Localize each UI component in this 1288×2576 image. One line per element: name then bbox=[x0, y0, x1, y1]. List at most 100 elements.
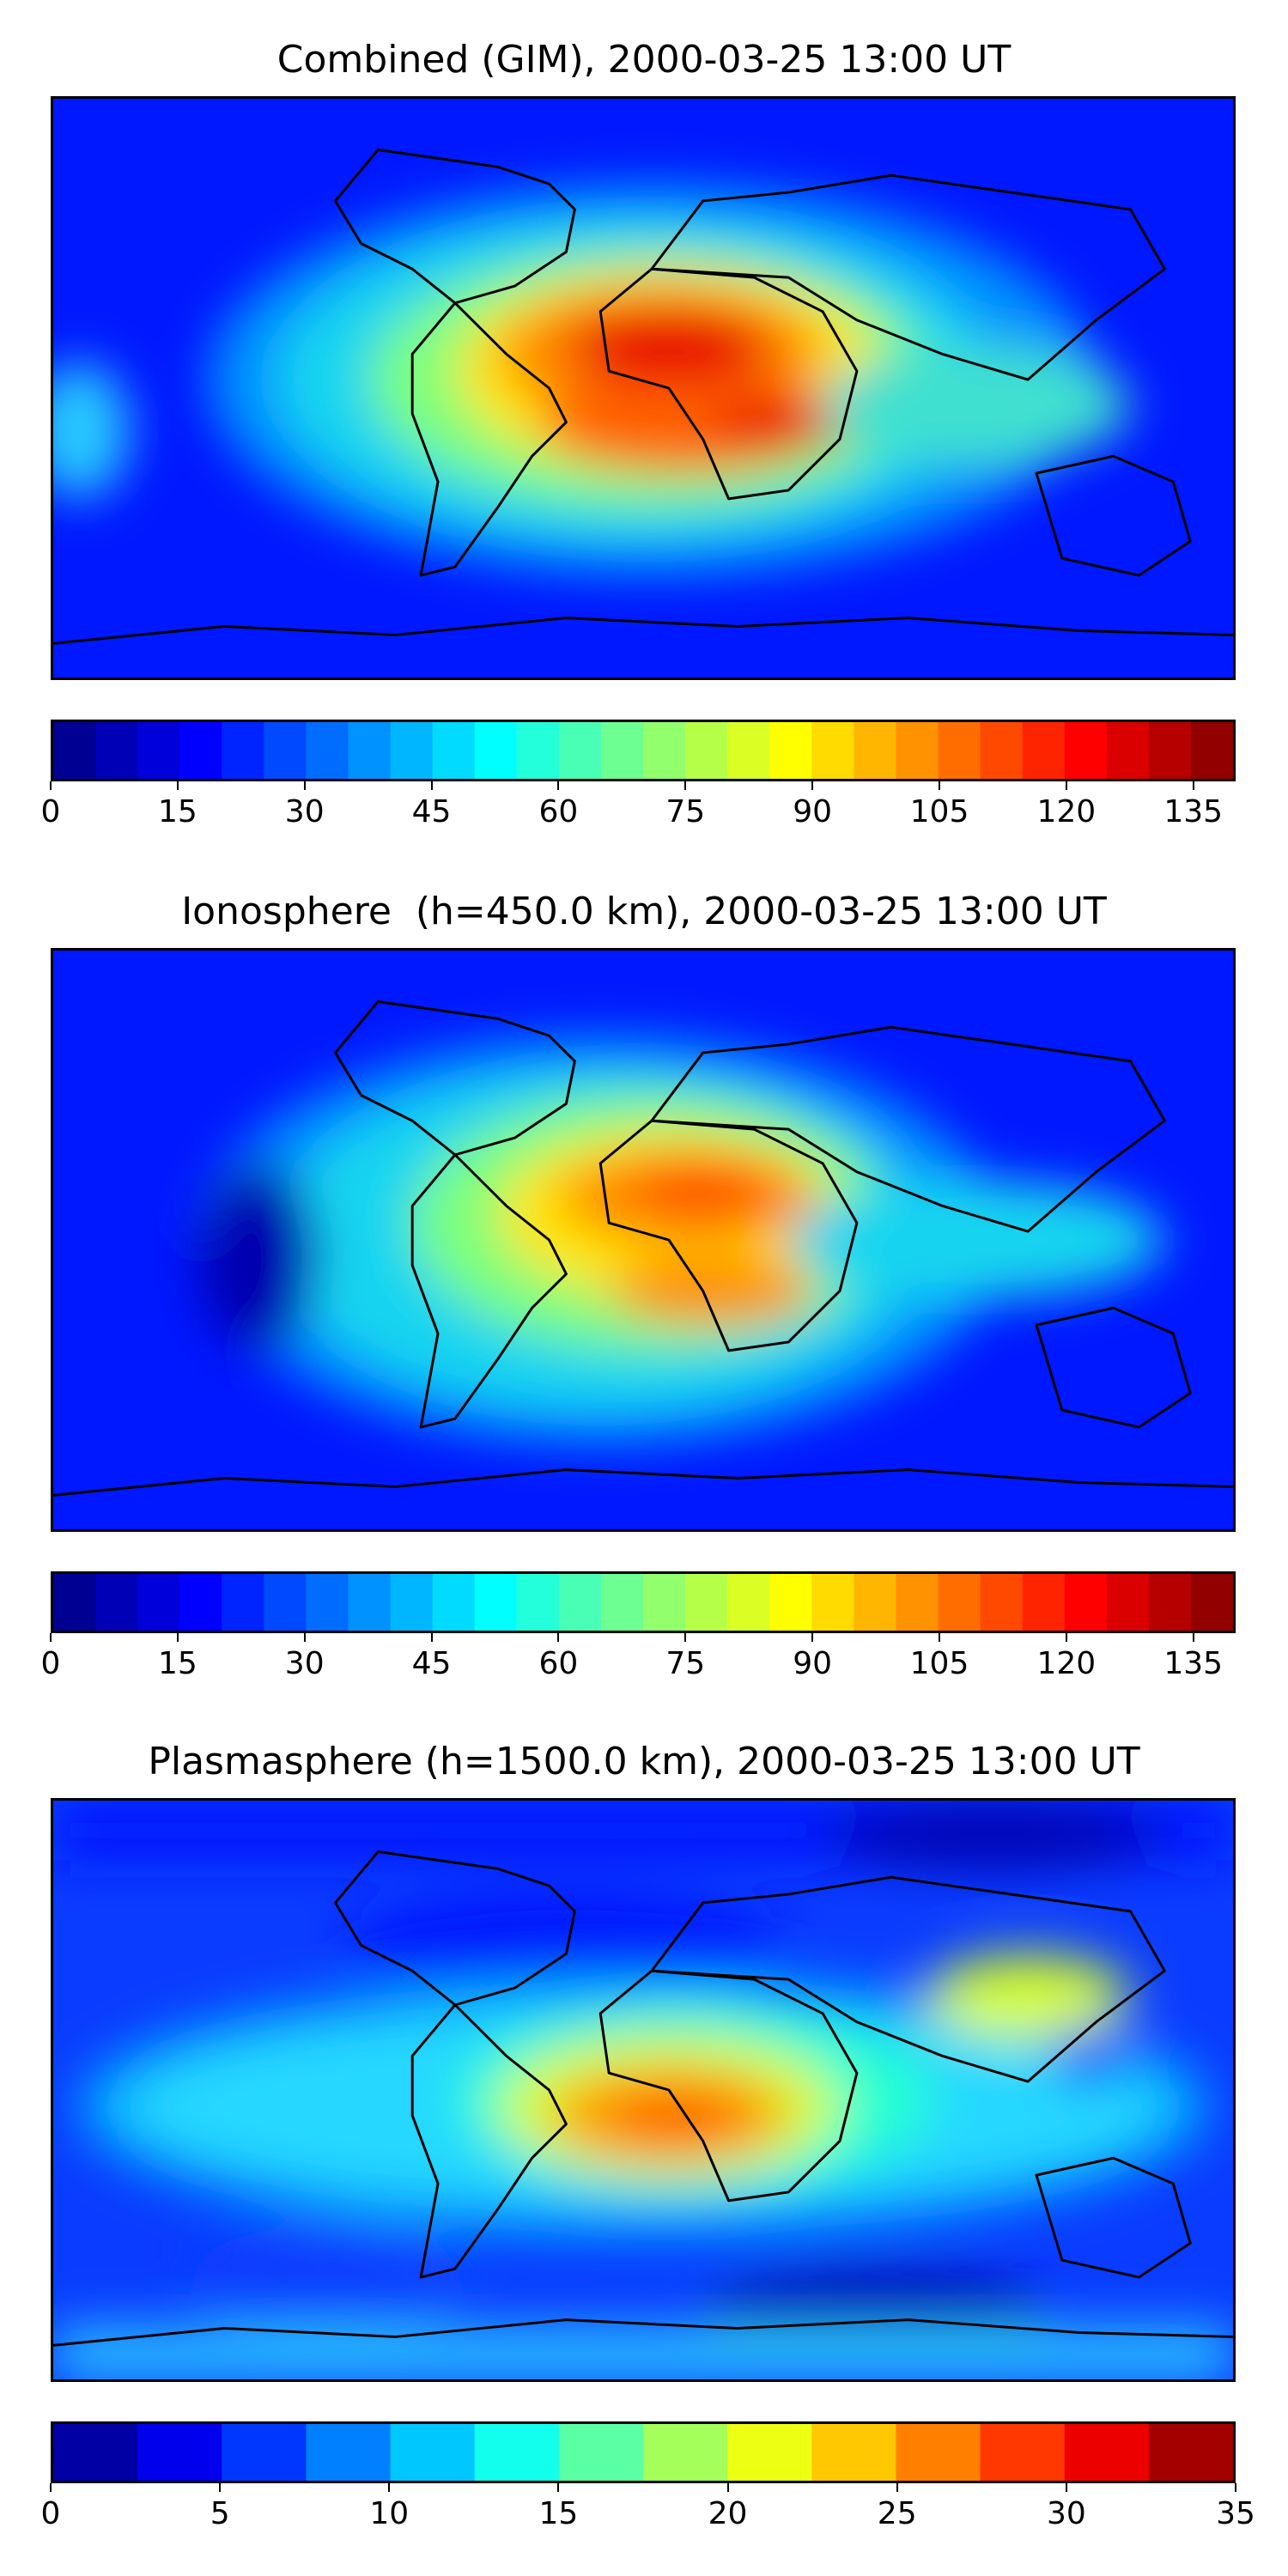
colorbar-segment bbox=[432, 1574, 476, 1631]
colorbar-segment bbox=[727, 722, 770, 779]
colorbar-segment bbox=[1022, 1574, 1066, 1631]
colorbar-segment bbox=[1064, 2424, 1150, 2481]
panel-2-title: Ionosphere (h=450.0 km), 2000-03-25 13:0… bbox=[181, 890, 1107, 933]
colorbar-segment bbox=[516, 1574, 560, 1631]
colorbar-tick-label: 15 bbox=[157, 794, 197, 829]
colorbar-segment bbox=[600, 1574, 644, 1631]
colorbar-segment bbox=[896, 1574, 939, 1631]
colorbar-tick-label: 60 bbox=[538, 1646, 579, 1681]
colorbar-segment bbox=[264, 722, 307, 779]
colorbar-tick-label: 0 bbox=[40, 794, 61, 829]
colorbar-tick bbox=[1065, 1633, 1067, 1642]
colorbar-segment bbox=[179, 722, 222, 779]
colorbar-tick-label: 75 bbox=[665, 794, 706, 829]
colorbar-tick-label: 120 bbox=[1036, 794, 1097, 829]
colorbar-segment bbox=[980, 1574, 1024, 1631]
colorbar-tick-label: 90 bbox=[793, 794, 833, 829]
colorbar-segment bbox=[600, 722, 644, 779]
colorbar-segment bbox=[558, 2424, 644, 2481]
colorbar-segment bbox=[222, 2424, 307, 2481]
panel-3-colorbar bbox=[51, 2421, 1236, 2483]
colorbar-tick bbox=[1192, 1633, 1194, 1642]
colorbar-segment bbox=[1064, 1574, 1108, 1631]
colorbar-tick bbox=[430, 781, 433, 790]
colorbar-segment bbox=[306, 1574, 349, 1631]
colorbar-segment bbox=[1106, 1574, 1150, 1631]
colorbar-segment bbox=[896, 722, 939, 779]
colorbar-tick bbox=[557, 2483, 560, 2492]
colorbar-tick bbox=[557, 781, 560, 790]
colorbar-tick-label: 60 bbox=[538, 794, 579, 829]
colorbar-segment bbox=[980, 722, 1024, 779]
colorbar-segment bbox=[685, 1574, 728, 1631]
colorbar-segment bbox=[1022, 722, 1066, 779]
colorbar-tick bbox=[939, 1633, 940, 1642]
colorbar-tick-label: 105 bbox=[909, 794, 969, 829]
colorbar-segment bbox=[306, 2424, 392, 2481]
colorbar-tick-label: 15 bbox=[538, 2496, 579, 2531]
colorbar-tick bbox=[557, 1633, 560, 1642]
colorbar-tick bbox=[50, 1633, 52, 1642]
colorbar-segment bbox=[137, 2424, 222, 2481]
colorbar-segment bbox=[222, 722, 264, 779]
colorbar-segment bbox=[938, 1574, 981, 1631]
colorbar-tick-label: 105 bbox=[909, 1646, 969, 1681]
colorbar-tick bbox=[430, 1633, 433, 1642]
colorbar-segment bbox=[348, 1574, 392, 1631]
colorbar-tick bbox=[50, 2483, 52, 2492]
colorbar-segment bbox=[474, 722, 518, 779]
panel-3-title: Plasmasphere (h=1500.0 km), 2000-03-25 1… bbox=[148, 1740, 1140, 1783]
colorbar-segment bbox=[1064, 722, 1108, 779]
colorbar-segment bbox=[53, 1574, 96, 1631]
colorbar-segment bbox=[980, 2424, 1066, 2481]
colorbar-segment bbox=[811, 1574, 854, 1631]
colorbar-segment bbox=[179, 1574, 222, 1631]
colorbar-segment bbox=[643, 1574, 686, 1631]
colorbar-tick bbox=[811, 781, 814, 790]
colorbar-tick bbox=[939, 781, 940, 790]
colorbar-tick bbox=[176, 1633, 179, 1642]
colorbar-tick-label: 5 bbox=[210, 2496, 230, 2531]
colorbar-segment bbox=[264, 1574, 307, 1631]
colorbar-segment bbox=[896, 2424, 981, 2481]
colorbar-segment bbox=[137, 722, 180, 779]
colorbar-segment bbox=[685, 722, 728, 779]
colorbar-tick bbox=[684, 781, 687, 790]
colorbar-tick-label: 135 bbox=[1163, 1646, 1224, 1681]
colorbar-segment bbox=[854, 1574, 897, 1631]
colorbar-tick bbox=[388, 2483, 391, 2492]
colorbar-segment bbox=[222, 1574, 264, 1631]
colorbar-segment bbox=[516, 722, 560, 779]
panel-3-colorbar-ticks: 0 5 10 15 20 25 30 35 bbox=[41, 2483, 1255, 2535]
colorbar-tick bbox=[896, 2483, 898, 2492]
colorbar-segment bbox=[306, 722, 349, 779]
colorbar-segment bbox=[727, 2424, 812, 2481]
colorbar-segment bbox=[811, 722, 854, 779]
colorbar-segment bbox=[558, 722, 602, 779]
colorbar-segment bbox=[1106, 722, 1150, 779]
colorbar-segment bbox=[53, 2424, 138, 2481]
colorbar-segment bbox=[53, 722, 96, 779]
colorbar-tick bbox=[1235, 2483, 1236, 2492]
colorbar-tick bbox=[303, 1633, 306, 1642]
colorbar-segment bbox=[811, 2424, 897, 2481]
colorbar-tick-label: 20 bbox=[708, 2496, 748, 2531]
colorbar-segment bbox=[1148, 2424, 1233, 2481]
colorbar-tick-label: 35 bbox=[1216, 2496, 1255, 2531]
panel-2-colorbar-ticks: 0 15 30 45 60 75 90 105 120 135 bbox=[41, 1633, 1236, 1685]
colorbar-segment bbox=[390, 722, 434, 779]
panel-1-title: Combined (GIM), 2000-03-25 13:00 UT bbox=[276, 38, 1012, 82]
colorbar-segment bbox=[643, 722, 686, 779]
colorbar-segment bbox=[432, 722, 476, 779]
colorbar-tick-label: 25 bbox=[877, 2496, 917, 2531]
colorbar-segment bbox=[95, 722, 138, 779]
colorbar-segment bbox=[769, 722, 812, 779]
panel-1-colorbar bbox=[51, 720, 1236, 781]
colorbar-tick-label: 45 bbox=[411, 1646, 452, 1681]
colorbar-tick-label: 120 bbox=[1036, 1646, 1097, 1681]
colorbar-tick bbox=[219, 2483, 222, 2492]
panel-3-map bbox=[51, 1798, 1236, 2382]
colorbar-tick-label: 30 bbox=[284, 794, 325, 829]
colorbar-tick bbox=[50, 781, 52, 790]
colorbar-segment bbox=[474, 2424, 560, 2481]
